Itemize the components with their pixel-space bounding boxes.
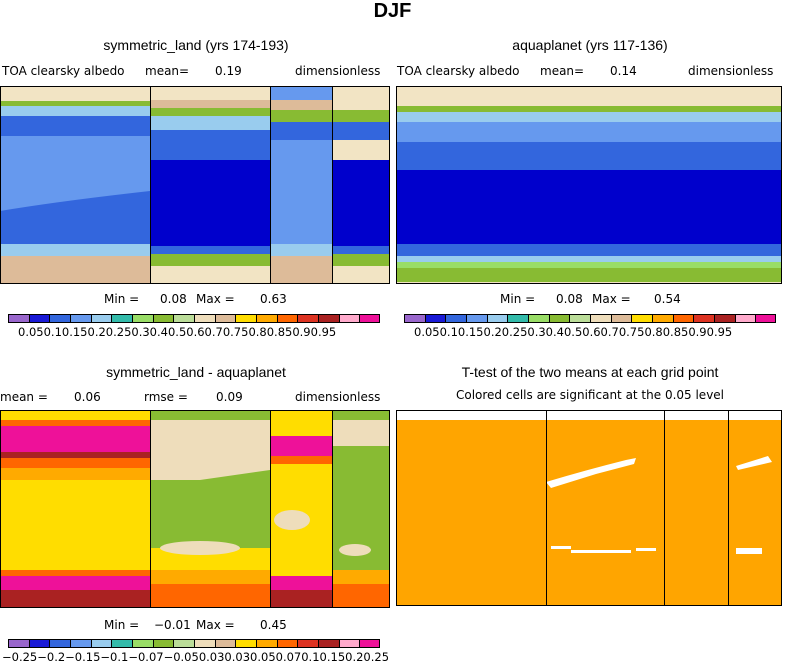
panel2-mean-label: mean=: [540, 64, 585, 78]
colorbar-swatch: [693, 314, 714, 323]
panel3-min-value: −0.01: [154, 618, 191, 632]
panel3-units: dimensionless: [295, 390, 381, 404]
colorbar-swatch: [111, 314, 132, 323]
colorbar-swatch: [317, 639, 339, 648]
colorbar-swatch: [49, 314, 70, 323]
colorbar-swatch: [28, 314, 50, 323]
colorbar-swatch: [713, 314, 735, 323]
colorbar-swatch: [255, 314, 277, 323]
colorbar-swatch: [235, 314, 256, 323]
panel1-colorbar-labels: 0.050.10.150.20.250.30.40.50.60.70.750.8…: [18, 325, 337, 339]
colorbar-swatch: [610, 314, 632, 323]
panel4-title: T-test of the two means at each grid poi…: [461, 364, 719, 380]
panel2-units: dimensionless: [688, 64, 774, 78]
panel4-subtitle: Colored cells are significant at the 0.0…: [455, 388, 725, 402]
panel1-map: [0, 86, 390, 284]
colorbar-swatch: [152, 639, 174, 648]
panel2-max-value: 0.54: [654, 292, 681, 306]
colorbar-swatch: [90, 314, 112, 323]
panel1-colorbar: [8, 314, 380, 323]
colorbar-swatch: [465, 314, 487, 323]
colorbar-swatch: [131, 314, 153, 323]
panel3-mean-value: 0.06: [74, 390, 101, 404]
colorbar-swatch: [486, 314, 508, 323]
colorbar-swatch: [672, 314, 694, 323]
panel3-map: [0, 410, 390, 608]
colorbar-swatch: [69, 639, 91, 648]
panel2-min-label: Min =: [500, 292, 536, 306]
colorbar-swatch: [276, 314, 298, 323]
figure-title: DJF: [373, 0, 412, 22]
colorbar-swatch: [8, 639, 29, 648]
colorbar-swatch: [424, 314, 446, 323]
colorbar-swatch: [69, 314, 91, 323]
colorbar-swatch: [359, 314, 380, 323]
colorbar-swatch: [90, 639, 112, 648]
panel1-mean-label: mean=: [145, 64, 190, 78]
colorbar-swatch: [755, 314, 776, 323]
panel1-mean-value: 0.19: [215, 64, 242, 78]
panel1-max-label: Max =: [196, 292, 235, 306]
colorbar-swatch: [569, 314, 590, 323]
colorbar-swatch: [255, 639, 277, 648]
panel1-min-value: 0.08: [160, 292, 187, 306]
colorbar-swatch: [548, 314, 570, 323]
colorbar-swatch: [631, 314, 652, 323]
panel1-variable-label: TOA clearsky albedo: [2, 64, 125, 78]
colorbar-swatch: [297, 639, 318, 648]
panel2-colorbar-labels: 0.050.10.150.20.250.30.40.50.60.70.750.8…: [414, 325, 733, 339]
panel3-colorbar-labels: −0.25−0.2−0.15−0.1−0.07−0.050.030.030.05…: [2, 650, 390, 664]
panel3-title: symmetric_land - aquaplanet: [106, 364, 286, 380]
colorbar-swatch: [445, 314, 466, 323]
panel3-colorbar: [8, 639, 380, 648]
colorbar-swatch: [297, 314, 318, 323]
colorbar-swatch: [49, 639, 70, 648]
colorbar-swatch: [338, 639, 360, 648]
colorbar-swatch: [131, 639, 153, 648]
panel1-max-value: 0.63: [260, 292, 287, 306]
panel2-map: [396, 86, 782, 284]
panel2-colorbar: [404, 314, 776, 323]
colorbar-swatch: [404, 314, 425, 323]
colorbar-swatch: [28, 639, 50, 648]
panel2-min-value: 0.08: [556, 292, 583, 306]
panel4-map: [396, 410, 782, 606]
colorbar-swatch: [359, 639, 380, 648]
colorbar-swatch: [276, 639, 298, 648]
panel1-units: dimensionless: [295, 64, 381, 78]
colorbar-swatch: [507, 314, 528, 323]
panel2-variable-label: TOA clearsky albedo: [397, 64, 520, 78]
colorbar-swatch: [173, 314, 194, 323]
panel3-rmse-label: rmse =: [144, 390, 188, 404]
panel1-title: symmetric_land (yrs 174-193): [103, 37, 289, 53]
colorbar-swatch: [193, 314, 215, 323]
panel3-max-label: Max =: [196, 618, 235, 632]
colorbar-swatch: [338, 314, 360, 323]
colorbar-swatch: [589, 314, 611, 323]
colorbar-swatch: [193, 639, 215, 648]
colorbar-swatch: [173, 639, 194, 648]
panel3-rmse-value: 0.09: [216, 390, 243, 404]
colorbar-swatch: [235, 639, 256, 648]
colorbar-swatch: [734, 314, 756, 323]
panel3-min-label: Min =: [104, 618, 140, 632]
panel3-max-value: 0.45: [260, 618, 287, 632]
colorbar-swatch: [214, 639, 236, 648]
colorbar-swatch: [111, 639, 132, 648]
colorbar-swatch: [8, 314, 29, 323]
colorbar-swatch: [152, 314, 174, 323]
panel2-title: aquaplanet (yrs 117-136): [512, 37, 668, 53]
colorbar-swatch: [651, 314, 673, 323]
panel2-mean-value: 0.14: [610, 64, 637, 78]
colorbar-swatch: [214, 314, 236, 323]
panel1-min-label: Min =: [104, 292, 140, 306]
panel2-max-label: Max =: [592, 292, 631, 306]
colorbar-swatch: [317, 314, 339, 323]
colorbar-swatch: [527, 314, 549, 323]
panel3-mean-label: mean =: [0, 390, 48, 404]
